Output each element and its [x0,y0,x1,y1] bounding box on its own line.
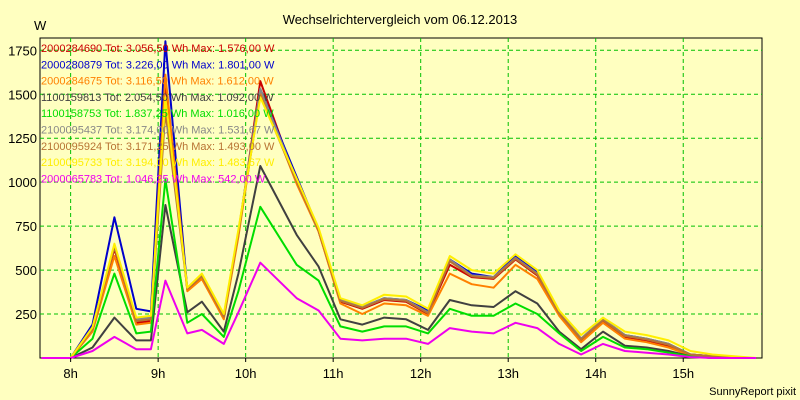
legend-entry-2100095924: 2100095924 Tot: 3.171,25 Wh Max: 1.493,0… [41,141,275,153]
x-tick-label-1: 9h [151,366,165,381]
y-tick-label-0: 250 [15,307,37,322]
series-line-2000065783 [41,261,757,359]
chart-title: Wechselrichtervergleich vom 06.12.2013 [283,12,518,27]
x-tick-label-0: 8h [63,366,77,381]
grid [40,38,762,358]
legend: 2000284690 Tot: 3.056,50 Wh Max: 1.576,0… [41,43,275,185]
legend-entry-2000284675: 2000284675 Tot: 3.116,50 Wh Max: 1.612,0… [41,76,274,88]
legend-entry-1100158753: 1100158753 Tot: 1.837,25 Wh Max: 1.016,0… [41,108,274,120]
y-tick-label-1: 500 [15,263,37,278]
series-line-2100095733 [41,96,757,359]
axes: 250 500 750 1000 1250 1500 1750 8h 9h 10h 11h 12h 13… [8,43,694,381]
y-tick-label-3: 1000 [8,175,37,190]
x-tick-label-2: 10h [235,366,257,381]
legend-entry-2100095437: 2100095437 Tot: 3.174,00 Wh Max: 1.531,6… [41,125,275,137]
x-tick-label-4: 12h [410,366,432,381]
y-tick-label-6: 1750 [8,43,37,58]
footer-credit: SunnyReport pixit [709,386,796,398]
legend-entry-2100095733: 2100095733 Tot: 3.194,00 Wh Max: 1.483,6… [41,157,275,169]
series-line-2000284675 [41,73,757,359]
y-tick-label-4: 1250 [8,131,37,146]
legend-entry-2000284690: 2000284690 Tot: 3.056,50 Wh Max: 1.576,0… [41,43,275,55]
series-lines [41,40,757,359]
legend-entry-2000280879: 2000280879 Tot: 3.226,00 Wh Max: 1.801,0… [41,59,275,71]
legend-entry-1100159813: 1100159813 Tot: 2.054,50 Wh Max: 1.092,0… [41,92,274,104]
series-line-2100095924 [41,94,757,359]
x-tick-label-6: 14h [585,366,607,381]
y-axis-unit-label: W [34,18,47,33]
legend-entry-2000065783: 2000065783 Tot: 1.046,25 Wh Max: 542,00 … [41,173,266,185]
x-tick-label-5: 13h [497,366,519,381]
x-tick-label-3: 11h [323,366,344,381]
x-tick-label-7: 15h [672,366,694,381]
y-tick-label-5: 1500 [8,87,37,102]
series-line-1100159813 [41,165,757,359]
y-tick-label-2: 750 [15,219,37,234]
series-line-1100158753 [41,178,757,359]
